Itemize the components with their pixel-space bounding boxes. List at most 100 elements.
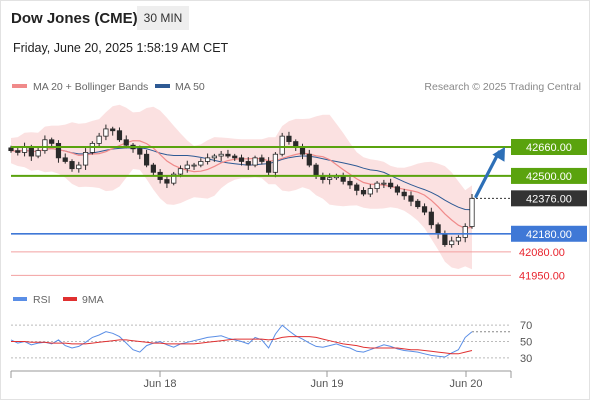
projection-arrow-shaft [474, 150, 501, 198]
instrument-title: Dow Jones (CME) [11, 10, 138, 27]
candle-body [286, 135, 292, 142]
candle-body [354, 184, 360, 191]
candle-body [28, 146, 34, 157]
candle-body [55, 142, 62, 159]
candle [225, 149, 231, 159]
rsi-ma-legend-swatch [63, 297, 77, 301]
candle-body [435, 224, 441, 235]
candle-body [408, 195, 414, 202]
candle-body [198, 161, 204, 166]
candle-body [367, 188, 373, 195]
support-label-box [511, 225, 587, 242]
candle-body [164, 179, 170, 184]
candle [306, 149, 312, 168]
candle [354, 182, 360, 196]
resistance-label-box [511, 139, 587, 155]
candle-body [8, 147, 14, 152]
candle-body [394, 186, 401, 193]
candle [110, 126, 116, 136]
candle [272, 152, 278, 178]
candle [428, 207, 434, 229]
candle-body [150, 164, 156, 173]
candle [211, 153, 217, 162]
x-axis-tick-label: Jun 19 [310, 378, 343, 390]
candle-body [442, 233, 448, 246]
candle [82, 148, 89, 170]
candle-body [252, 157, 258, 166]
ma20-legend-label: MA 20 + Bollinger Bands [33, 81, 148, 93]
support-label: 42180.00 [526, 229, 572, 241]
candle-body [232, 155, 238, 159]
candle-body [449, 240, 455, 246]
x-axis-labels: Jun 18 Jun 19 Jun 20 [143, 371, 483, 390]
candle [421, 203, 428, 216]
candle-body [177, 168, 184, 175]
candle-body [42, 139, 48, 152]
candle [232, 153, 238, 161]
candle [388, 178, 394, 189]
candle-body [455, 236, 462, 242]
candle [69, 159, 75, 172]
candle [76, 161, 82, 173]
candle [286, 131, 292, 145]
candle-body [62, 157, 68, 162]
projection-arrowhead [492, 147, 505, 162]
candle-body [238, 157, 245, 162]
ma50-legend-label: MA 50 [175, 81, 205, 93]
candle [381, 179, 387, 189]
rsi-tick-label: 70 [520, 320, 532, 332]
candle [367, 184, 373, 198]
candle-body [272, 153, 278, 173]
key-levels: 42660.00 42500.00 42376.00 42180.00 42080.00… [11, 139, 587, 282]
x-axis-tick-label: Jun 18 [143, 378, 176, 390]
resistance-label: 42660.00 [526, 142, 572, 154]
candle-body [143, 153, 150, 166]
candle-body [171, 173, 177, 184]
timeframe-badge[interactable]: 30 MIN [137, 6, 189, 30]
candle-body [211, 155, 217, 159]
current-price-box [511, 190, 587, 207]
candle-body [388, 182, 394, 188]
candle [259, 154, 265, 165]
candle [42, 135, 48, 154]
candle [347, 177, 353, 189]
candle-body [347, 180, 353, 186]
candle [103, 124, 109, 141]
candle [218, 150, 224, 161]
candle [374, 180, 380, 193]
candle [150, 162, 156, 176]
bollinger-band [11, 104, 472, 270]
candle [171, 171, 177, 186]
candle-body [415, 200, 421, 208]
candle [401, 188, 407, 200]
candle-body [266, 161, 272, 173]
candle [35, 147, 41, 159]
candle-body [225, 153, 231, 157]
candle-body [428, 211, 434, 226]
candle-body [218, 153, 224, 157]
candle [55, 140, 62, 163]
candle-body [35, 150, 41, 157]
resistance-label: 42500.00 [526, 171, 572, 183]
resistance-label-box [511, 167, 587, 184]
candle [15, 147, 21, 156]
candle [252, 155, 258, 168]
candle-body [96, 135, 102, 144]
ma20-legend-swatch [12, 84, 27, 88]
candle-body [76, 164, 82, 170]
candle-body [123, 139, 129, 146]
rsi-plot: 70 50 30 [10, 320, 532, 365]
candle-body [327, 177, 333, 180]
research-credit: Research © 2025 Trading Central [424, 81, 581, 93]
current-price-label: 42376.00 [526, 193, 572, 205]
candle [449, 236, 455, 248]
price-plot [8, 104, 475, 270]
candle [469, 194, 475, 229]
candle [238, 154, 245, 166]
minor-support-label: 42080.00 [519, 247, 565, 259]
candle [462, 223, 468, 243]
candle-body [469, 197, 475, 227]
candle [96, 132, 102, 147]
rsi-ma-line [11, 336, 473, 355]
